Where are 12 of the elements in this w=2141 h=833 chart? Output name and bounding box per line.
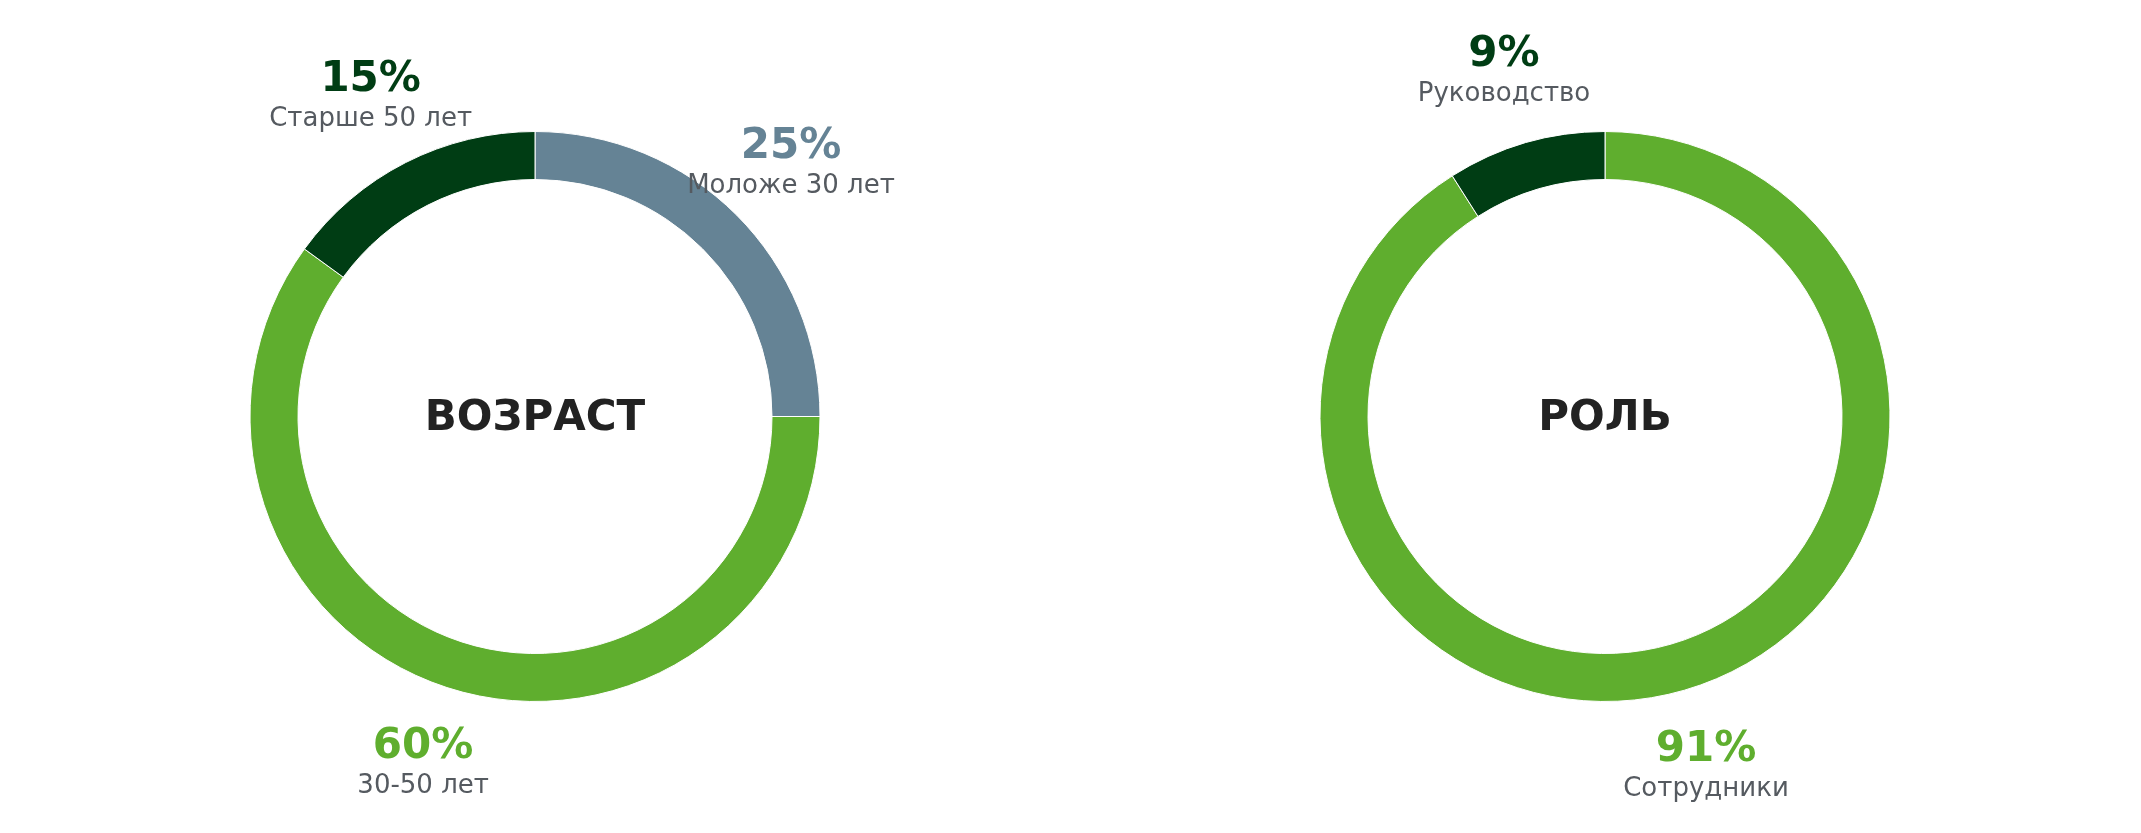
slice-label: Сотрудники bbox=[1623, 772, 1789, 803]
data-label: 60% bbox=[372, 718, 474, 768]
data-label: 25% bbox=[740, 118, 842, 168]
text: ВОЗРАСТ bbox=[424, 390, 646, 440]
slice-label: Старше 50 лет bbox=[269, 101, 473, 132]
slice-label: Руководство bbox=[1417, 76, 1591, 107]
text: РОЛЬ bbox=[1538, 390, 1672, 440]
data-label: 9% bbox=[1468, 26, 1540, 76]
donut-slice bbox=[1319, 131, 1891, 702]
data-label: 15% bbox=[320, 51, 421, 101]
data-label: 91% bbox=[1655, 722, 1757, 772]
slice-label: 30-50 лет bbox=[357, 768, 489, 799]
